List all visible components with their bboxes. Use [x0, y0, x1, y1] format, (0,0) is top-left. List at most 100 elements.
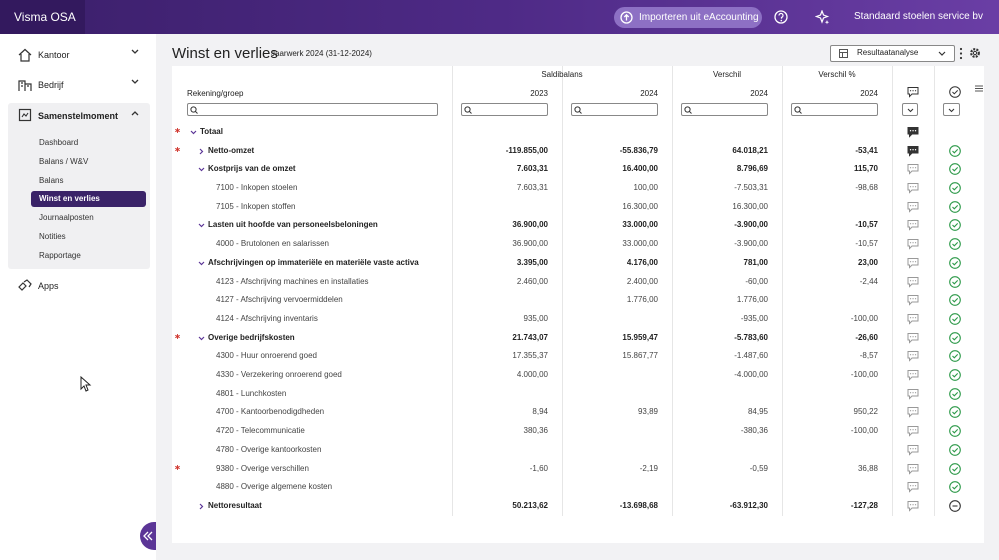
- row-label: 4127 - Afschrijving vervoermiddelen: [216, 295, 343, 304]
- comment-icon[interactable]: [907, 163, 919, 175]
- row-value: 2.400,00: [626, 277, 658, 286]
- approved-icon[interactable]: [949, 425, 961, 437]
- import-button[interactable]: Importeren uit eAccounting: [614, 7, 762, 28]
- expand-chevron[interactable]: [198, 335, 205, 342]
- settings-icon[interactable]: [969, 47, 981, 59]
- nav-subitem[interactable]: Balans / W&V: [39, 157, 89, 166]
- collapse-chevron[interactable]: [198, 503, 205, 510]
- nav-subitem[interactable]: Notities: [39, 232, 66, 241]
- filter-input[interactable]: [791, 103, 878, 116]
- expand-chevron[interactable]: [190, 129, 197, 136]
- approved-icon[interactable]: [949, 257, 961, 269]
- row-value: -53,41: [855, 146, 878, 155]
- collapse-chevron[interactable]: [198, 148, 205, 155]
- chevron[interactable]: [131, 49, 139, 55]
- nav-subitem[interactable]: Journaalposten: [39, 213, 94, 222]
- row-label: Overige bedrijfskosten: [208, 333, 295, 342]
- comment-icon[interactable]: [907, 481, 919, 493]
- search-icon: [684, 106, 692, 114]
- brand[interactable]: Visma OSA: [0, 0, 85, 34]
- filter-input[interactable]: [461, 103, 548, 116]
- approved-icon[interactable]: [949, 332, 961, 344]
- comment-icon[interactable]: [907, 257, 919, 269]
- comment-icon[interactable]: [907, 463, 919, 475]
- approved-icon[interactable]: [949, 163, 961, 175]
- row-value: -2,19: [639, 464, 658, 473]
- nav-subitem[interactable]: Rapportage: [39, 251, 81, 260]
- comment-icon[interactable]: [907, 425, 919, 437]
- sidebar: Kantoor Bedrijf Samenstelmoment Dashboar…: [0, 34, 156, 560]
- view-select-label[interactable]: Resultaatanalyse: [857, 48, 919, 57]
- comment-icon[interactable]: [907, 332, 919, 344]
- comment-icon[interactable]: [907, 369, 919, 381]
- comment-icon[interactable]: [907, 313, 919, 325]
- column-header: 2024: [860, 89, 878, 98]
- row-value: -7.503,31: [734, 183, 768, 192]
- comment-icon[interactable]: [907, 238, 919, 250]
- chevron: [948, 108, 955, 113]
- expand-chevron[interactable]: [198, 166, 205, 173]
- menu-icon[interactable]: [975, 85, 983, 92]
- search-icon: [574, 106, 582, 114]
- nav-subitem[interactable]: Balans: [39, 176, 64, 185]
- nav-subitem-active[interactable]: Winst en verlies: [31, 191, 146, 207]
- view-select[interactable]: [830, 45, 955, 62]
- comment-icon[interactable]: [907, 219, 919, 231]
- nav-item[interactable]: Apps: [38, 281, 59, 291]
- comment-icon[interactable]: [907, 500, 919, 512]
- approved-icon[interactable]: [949, 145, 961, 157]
- expand-chevron[interactable]: [198, 222, 205, 229]
- expand-chevron[interactable]: [198, 260, 205, 267]
- approved-icon[interactable]: [949, 481, 961, 493]
- company-name[interactable]: Standaard stoelen service bv: [854, 11, 983, 22]
- row-value: -5.783,60: [734, 333, 768, 342]
- comment-icon[interactable]: [907, 276, 919, 288]
- comment-icon[interactable]: [907, 350, 919, 362]
- nav-item[interactable]: Samenstelmoment: [38, 111, 119, 121]
- approved-icon[interactable]: [949, 444, 961, 456]
- chevron[interactable]: [131, 110, 139, 116]
- filter-input[interactable]: [681, 103, 768, 116]
- check-header-icon: [949, 86, 961, 98]
- filter-select[interactable]: [943, 103, 960, 116]
- approved-icon[interactable]: [949, 313, 961, 325]
- more-icon[interactable]: [959, 47, 963, 60]
- approved-icon[interactable]: [949, 350, 961, 362]
- nav-item[interactable]: Kantoor: [38, 50, 70, 60]
- approved-icon[interactable]: [949, 201, 961, 213]
- filter-select[interactable]: [902, 103, 918, 116]
- row-value: -10,57: [855, 220, 878, 229]
- approved-icon[interactable]: [949, 219, 961, 231]
- approved-icon[interactable]: [949, 388, 961, 400]
- row-value: 36,88: [857, 464, 878, 473]
- approved-icon[interactable]: [949, 182, 961, 194]
- comment-icon[interactable]: [907, 201, 919, 213]
- column-group-header: Verschil: [712, 70, 741, 79]
- row-value: 115,70: [853, 164, 878, 173]
- comment-icon[interactable]: [907, 182, 919, 194]
- comment-icon[interactable]: [907, 444, 919, 456]
- chevron[interactable]: [131, 79, 139, 85]
- comment-icon[interactable]: [907, 126, 919, 138]
- approved-icon[interactable]: [949, 276, 961, 288]
- approved-icon[interactable]: [949, 406, 961, 418]
- comment-icon[interactable]: [907, 145, 919, 157]
- assistant-icon[interactable]: [815, 10, 830, 25]
- row-value: -100,00: [850, 426, 878, 435]
- comment-icon[interactable]: [907, 406, 919, 418]
- period-icon: [18, 108, 32, 122]
- approved-icon[interactable]: [949, 294, 961, 306]
- approved-icon[interactable]: [949, 369, 961, 381]
- nav-item[interactable]: Bedrijf: [38, 80, 64, 90]
- comment-icon[interactable]: [907, 388, 919, 400]
- row-value: 380,36: [523, 426, 548, 435]
- column-divider: [892, 66, 893, 516]
- approved-icon[interactable]: [949, 463, 961, 475]
- filter-input[interactable]: [187, 103, 438, 116]
- filter-input[interactable]: [571, 103, 658, 116]
- approved-icon[interactable]: [949, 238, 961, 250]
- comment-icon[interactable]: [907, 294, 919, 306]
- help-icon[interactable]: [774, 10, 788, 24]
- nav-subitem[interactable]: Dashboard: [39, 138, 79, 147]
- open-icon[interactable]: [949, 500, 961, 512]
